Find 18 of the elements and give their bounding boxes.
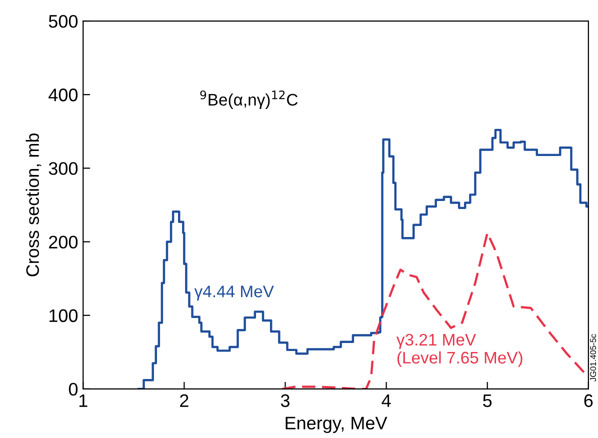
series-label: γ4.44 MeV xyxy=(194,286,274,301)
x-axis-title: Energy, MeV xyxy=(286,416,388,434)
x-tick-label: 4 xyxy=(382,394,391,407)
series-label: γ3.21 MeV (Level 7.65 MeV) xyxy=(396,334,522,367)
text: JG01.405-5c xyxy=(590,334,596,382)
y-tick-label: 0 xyxy=(68,382,78,396)
x-tick-label: 5 xyxy=(483,394,492,408)
y-tick-label: 300 xyxy=(48,162,78,175)
x-tick-label: 1 xyxy=(79,394,88,407)
x-tick-label: 6 xyxy=(584,394,593,408)
y-tick-label: 100 xyxy=(50,309,78,322)
y-tick-label: 500 xyxy=(48,14,78,28)
y-tick-label: 200 xyxy=(49,236,78,248)
x-tick-label: 2 xyxy=(180,394,188,407)
y-axis-title: Cross section, mb xyxy=(26,133,42,276)
annotation: $^{9}$Be(α,nγ)$^{12}$C xyxy=(200,90,298,109)
x-tick-label: 3 xyxy=(280,394,290,408)
y-tick-label: 400 xyxy=(48,88,78,102)
